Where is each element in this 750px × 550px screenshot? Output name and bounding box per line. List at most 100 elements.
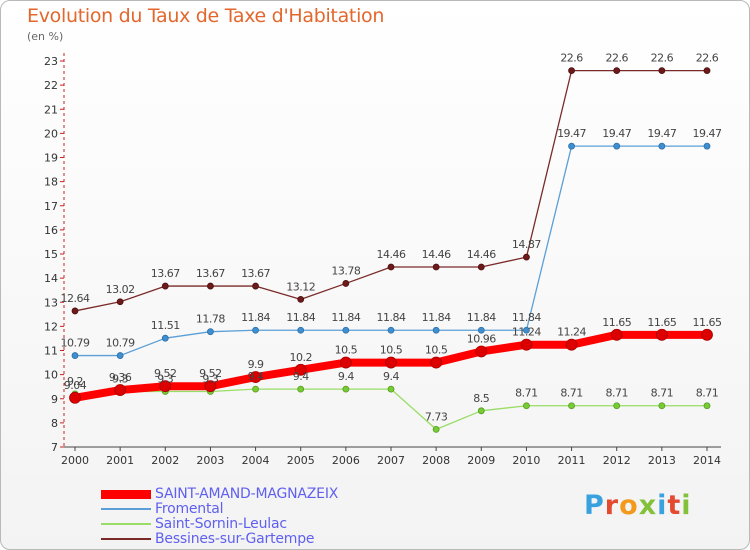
data-point — [477, 326, 485, 334]
data-point — [703, 67, 711, 75]
data-label: 14.87 — [512, 238, 541, 251]
data-label: 9.52 — [199, 367, 222, 380]
data-label: 22.6 — [696, 52, 719, 65]
x-tick-label: 2010 — [512, 454, 540, 467]
data-point — [568, 67, 575, 75]
x-tick-label: 2007 — [377, 454, 405, 467]
data-point — [523, 326, 530, 334]
data-point — [342, 385, 350, 393]
data-label: 11.65 — [693, 316, 722, 329]
data-point — [294, 363, 307, 376]
data-label: 11.84 — [467, 311, 496, 324]
data-label: 19.47 — [647, 127, 676, 140]
data-label: 8.71 — [515, 387, 538, 400]
data-label: 19.47 — [557, 127, 586, 140]
data-label: 11.84 — [331, 311, 360, 324]
data-label: 9.2 — [67, 375, 83, 388]
y-tick-label: 20 — [44, 127, 58, 140]
data-point — [71, 352, 79, 359]
data-point — [387, 326, 395, 334]
data-point — [613, 402, 621, 410]
data-label: 22.6 — [560, 52, 583, 65]
x-tick-label: 2004 — [242, 454, 270, 467]
data-point — [613, 142, 621, 150]
data-point — [71, 307, 79, 315]
x-tick-label: 2001 — [106, 454, 134, 467]
y-tick-label: 12 — [44, 320, 58, 333]
data-label: 11.84 — [286, 311, 315, 324]
data-point — [342, 326, 350, 334]
y-tick-label: 13 — [44, 296, 58, 309]
y-tick-label: 16 — [44, 224, 58, 237]
x-tick-label: 2008 — [422, 454, 450, 467]
y-tick-label: 11 — [44, 345, 58, 358]
data-point — [207, 328, 214, 336]
data-point — [655, 328, 668, 341]
y-tick-label: 19 — [44, 152, 58, 165]
data-label: 13.67 — [241, 267, 270, 280]
data-label: 19.47 — [693, 127, 722, 140]
data-label: 8.5 — [473, 392, 489, 405]
legend-label: Fromental — [155, 501, 224, 517]
x-tick-label: 2012 — [603, 454, 631, 467]
data-point — [658, 402, 666, 410]
data-point — [520, 338, 533, 351]
data-label: 19.47 — [602, 127, 631, 140]
data-label: 9.4 — [293, 370, 309, 383]
legend-label: SAINT-AMAND-MAGNAZEIX — [155, 486, 339, 502]
data-point — [161, 282, 169, 290]
y-tick-label: 10 — [44, 369, 58, 382]
data-label: 8.71 — [560, 387, 583, 400]
brand-letter: i — [681, 490, 692, 521]
data-point — [703, 402, 711, 410]
data-point — [432, 326, 440, 334]
data-point — [297, 326, 305, 334]
data-label: 13.12 — [286, 280, 315, 293]
data-label: 10.5 — [425, 344, 448, 357]
data-label: 14.46 — [467, 248, 496, 261]
data-point — [430, 356, 443, 369]
x-tick-label: 2006 — [332, 454, 360, 467]
data-point — [565, 338, 578, 351]
data-point — [568, 142, 575, 150]
data-label: 14.46 — [422, 248, 451, 261]
data-point — [116, 298, 124, 306]
data-point — [339, 356, 352, 369]
data-label: 22.6 — [605, 52, 628, 65]
data-label: 12.64 — [61, 292, 90, 305]
data-label: 13.67 — [151, 267, 180, 280]
data-label: 10.79 — [106, 337, 135, 350]
x-tick-label: 2000 — [61, 454, 89, 467]
data-point — [523, 402, 530, 410]
legend-swatch — [101, 508, 151, 510]
data-point — [701, 328, 713, 341]
data-point — [658, 67, 666, 75]
y-tick-label: 22 — [44, 79, 58, 92]
data-label: 9.4 — [383, 370, 399, 383]
data-label: 9.9 — [248, 358, 264, 371]
brand-letter: x — [638, 490, 658, 521]
data-point — [114, 384, 127, 396]
data-point — [568, 402, 575, 410]
data-label: 11.84 — [422, 311, 451, 324]
data-label: 8.71 — [605, 387, 628, 400]
data-point — [252, 282, 259, 290]
brand-letter: r — [604, 490, 620, 521]
data-label: 10.79 — [61, 337, 90, 350]
legend-label: Saint-Sornin-Leulac — [155, 516, 287, 532]
data-point — [161, 334, 169, 342]
legend-swatch — [101, 489, 151, 499]
data-point — [116, 352, 124, 359]
data-label: 10.5 — [380, 344, 403, 357]
brand-letter: t — [667, 490, 682, 521]
x-tick-label: 2011 — [558, 454, 586, 467]
data-point — [523, 253, 530, 261]
legend-label: Bessines-sur-Gartempe — [155, 531, 315, 547]
data-point — [387, 385, 395, 393]
y-tick-label: 18 — [44, 176, 58, 189]
data-label: 9.4 — [248, 370, 264, 383]
y-tick-label: 23 — [44, 55, 58, 68]
legend-swatch — [101, 538, 151, 540]
